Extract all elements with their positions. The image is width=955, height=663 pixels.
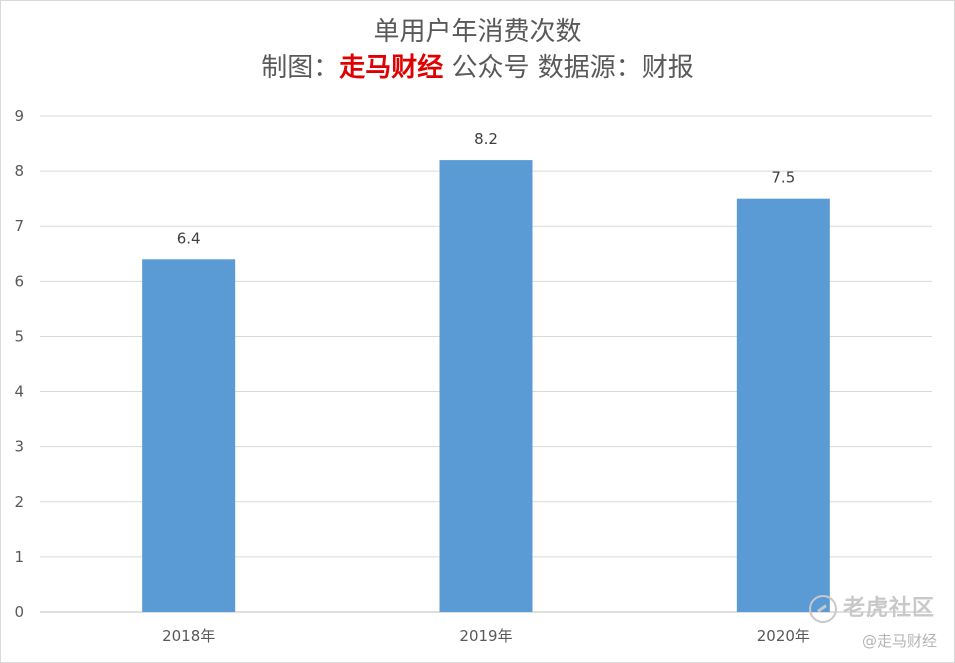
chart-subtitle: 制图：走马财经 公众号 数据源：财报 (0, 53, 955, 83)
subtitle-suffix: 公众号 数据源：财报 (443, 53, 694, 83)
watermark-site-name: 老虎社区 (842, 596, 935, 621)
bar-data-label: 7.5 (771, 169, 795, 187)
y-tick-label: 7 (14, 217, 24, 235)
bar (439, 160, 533, 613)
bar (736, 198, 830, 612)
y-tick-label: 3 (14, 438, 24, 456)
x-tick-label: 2019年 (459, 627, 512, 645)
y-tick-label: 2 (14, 493, 24, 511)
data-labels: 6.4 8.2 7.5 (177, 130, 796, 247)
y-tick-label: 9 (14, 107, 24, 125)
y-axis-ticks: 0 1 2 3 4 5 6 7 8 9 (14, 107, 24, 621)
watermark-handle: @走马财经 (861, 632, 937, 650)
tiger-community-logo-icon (808, 595, 837, 623)
y-tick-label: 1 (14, 548, 24, 566)
bar (142, 259, 236, 612)
bars (142, 160, 830, 613)
chart-title: 单用户年消费次数 (0, 17, 955, 47)
bar-data-label: 6.4 (177, 229, 201, 247)
y-tick-label: 0 (14, 603, 24, 621)
chart-title-text: 单用户年消费次数 (373, 17, 582, 47)
x-axis-ticks: 2018年 2019年 2020年 (162, 627, 810, 645)
x-tick-label: 2018年 (162, 627, 215, 645)
y-tick-label: 4 (14, 383, 24, 401)
subtitle-brand: 走马财经 (339, 53, 444, 83)
y-tick-label: 5 (14, 327, 24, 345)
bar-data-label: 8.2 (474, 130, 498, 148)
x-tick-label: 2020年 (757, 627, 810, 645)
watermark: 老虎社区 (808, 590, 935, 623)
y-tick-label: 8 (14, 162, 24, 180)
y-tick-label: 6 (14, 272, 24, 290)
subtitle-prefix: 制图： (261, 53, 340, 83)
